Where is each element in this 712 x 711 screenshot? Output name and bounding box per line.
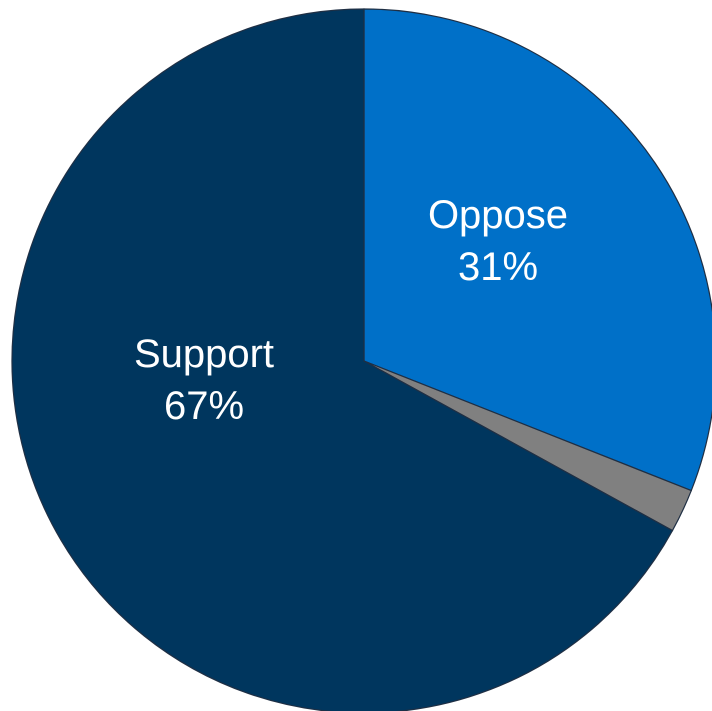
slice-name-text: Oppose (428, 193, 568, 237)
support-slice (11, 8, 674, 711)
oppose-slice (363, 8, 712, 492)
pie-slices (11, 8, 712, 711)
slice-percent-text: 31% (458, 245, 538, 289)
support-label: Support 67% (134, 332, 274, 428)
slice-percent-text: 67% (164, 384, 244, 428)
oppose-label: Oppose 31% (428, 193, 568, 289)
slice-name-text: Support (134, 332, 274, 376)
pie-labels: Oppose 31% Support 67% (134, 193, 568, 428)
